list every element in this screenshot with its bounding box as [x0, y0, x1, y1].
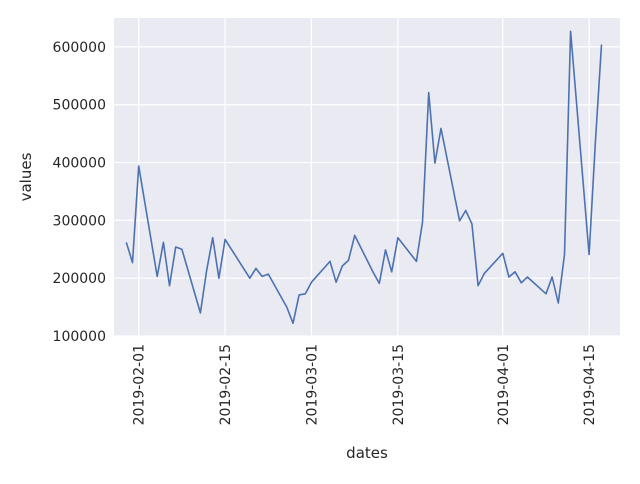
series-layer	[125, 30, 603, 325]
y-tick-label: 600000	[53, 40, 106, 56]
y-tick-labels: 100000 200000 300000 400000 500000 600000	[53, 40, 106, 345]
y-tick-label: 500000	[53, 98, 106, 114]
x-axis-label: dates	[346, 444, 388, 462]
y-tick-label: 100000	[53, 329, 106, 345]
plot-background	[114, 18, 620, 336]
y-tick-label: 300000	[53, 213, 106, 229]
x-tick-label: 2019-04-01	[496, 344, 512, 425]
y-axis-label: values	[17, 152, 35, 201]
y-tick-label: 400000	[53, 156, 106, 172]
x-tick-labels: 2019-02-01 2019-02-15 2019-03-01 2019-03-15…	[132, 344, 598, 425]
x-tick-label: 2019-03-15	[391, 344, 407, 425]
x-tick-label: 2019-03-01	[304, 344, 320, 425]
series-line	[125, 30, 603, 325]
x-gridlines	[138, 18, 590, 336]
y-tick-label: 200000	[53, 271, 106, 287]
x-tick-label: 2019-02-15	[218, 344, 234, 425]
x-tick-label: 2019-02-01	[132, 344, 148, 425]
x-tick-label: 2019-04-15	[582, 344, 598, 425]
y-gridlines	[114, 46, 620, 337]
